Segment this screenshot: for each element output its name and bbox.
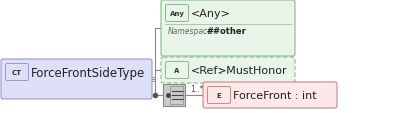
Text: 1..*: 1..* <box>190 85 203 94</box>
FancyBboxPatch shape <box>166 62 189 79</box>
FancyBboxPatch shape <box>161 1 295 56</box>
FancyBboxPatch shape <box>1 59 152 99</box>
Text: <Ref>: <Ref> <box>191 65 227 75</box>
FancyBboxPatch shape <box>161 58 295 83</box>
Text: ForceFront : int: ForceFront : int <box>233 90 317 100</box>
FancyBboxPatch shape <box>166 5 189 22</box>
FancyBboxPatch shape <box>163 84 185 106</box>
Text: ##other: ##other <box>206 27 246 36</box>
Text: Any: Any <box>170 11 185 17</box>
Text: E: E <box>217 92 222 98</box>
Text: A: A <box>174 67 180 73</box>
Text: <Any>: <Any> <box>191 9 231 19</box>
Text: CT: CT <box>12 69 22 75</box>
Text: Namespace: Namespace <box>168 27 213 36</box>
Text: : MustHonor: : MustHonor <box>219 65 287 75</box>
FancyBboxPatch shape <box>6 64 29 81</box>
Text: ForceFrontSideType: ForceFrontSideType <box>31 66 145 79</box>
FancyBboxPatch shape <box>208 87 231 104</box>
FancyBboxPatch shape <box>203 82 337 108</box>
